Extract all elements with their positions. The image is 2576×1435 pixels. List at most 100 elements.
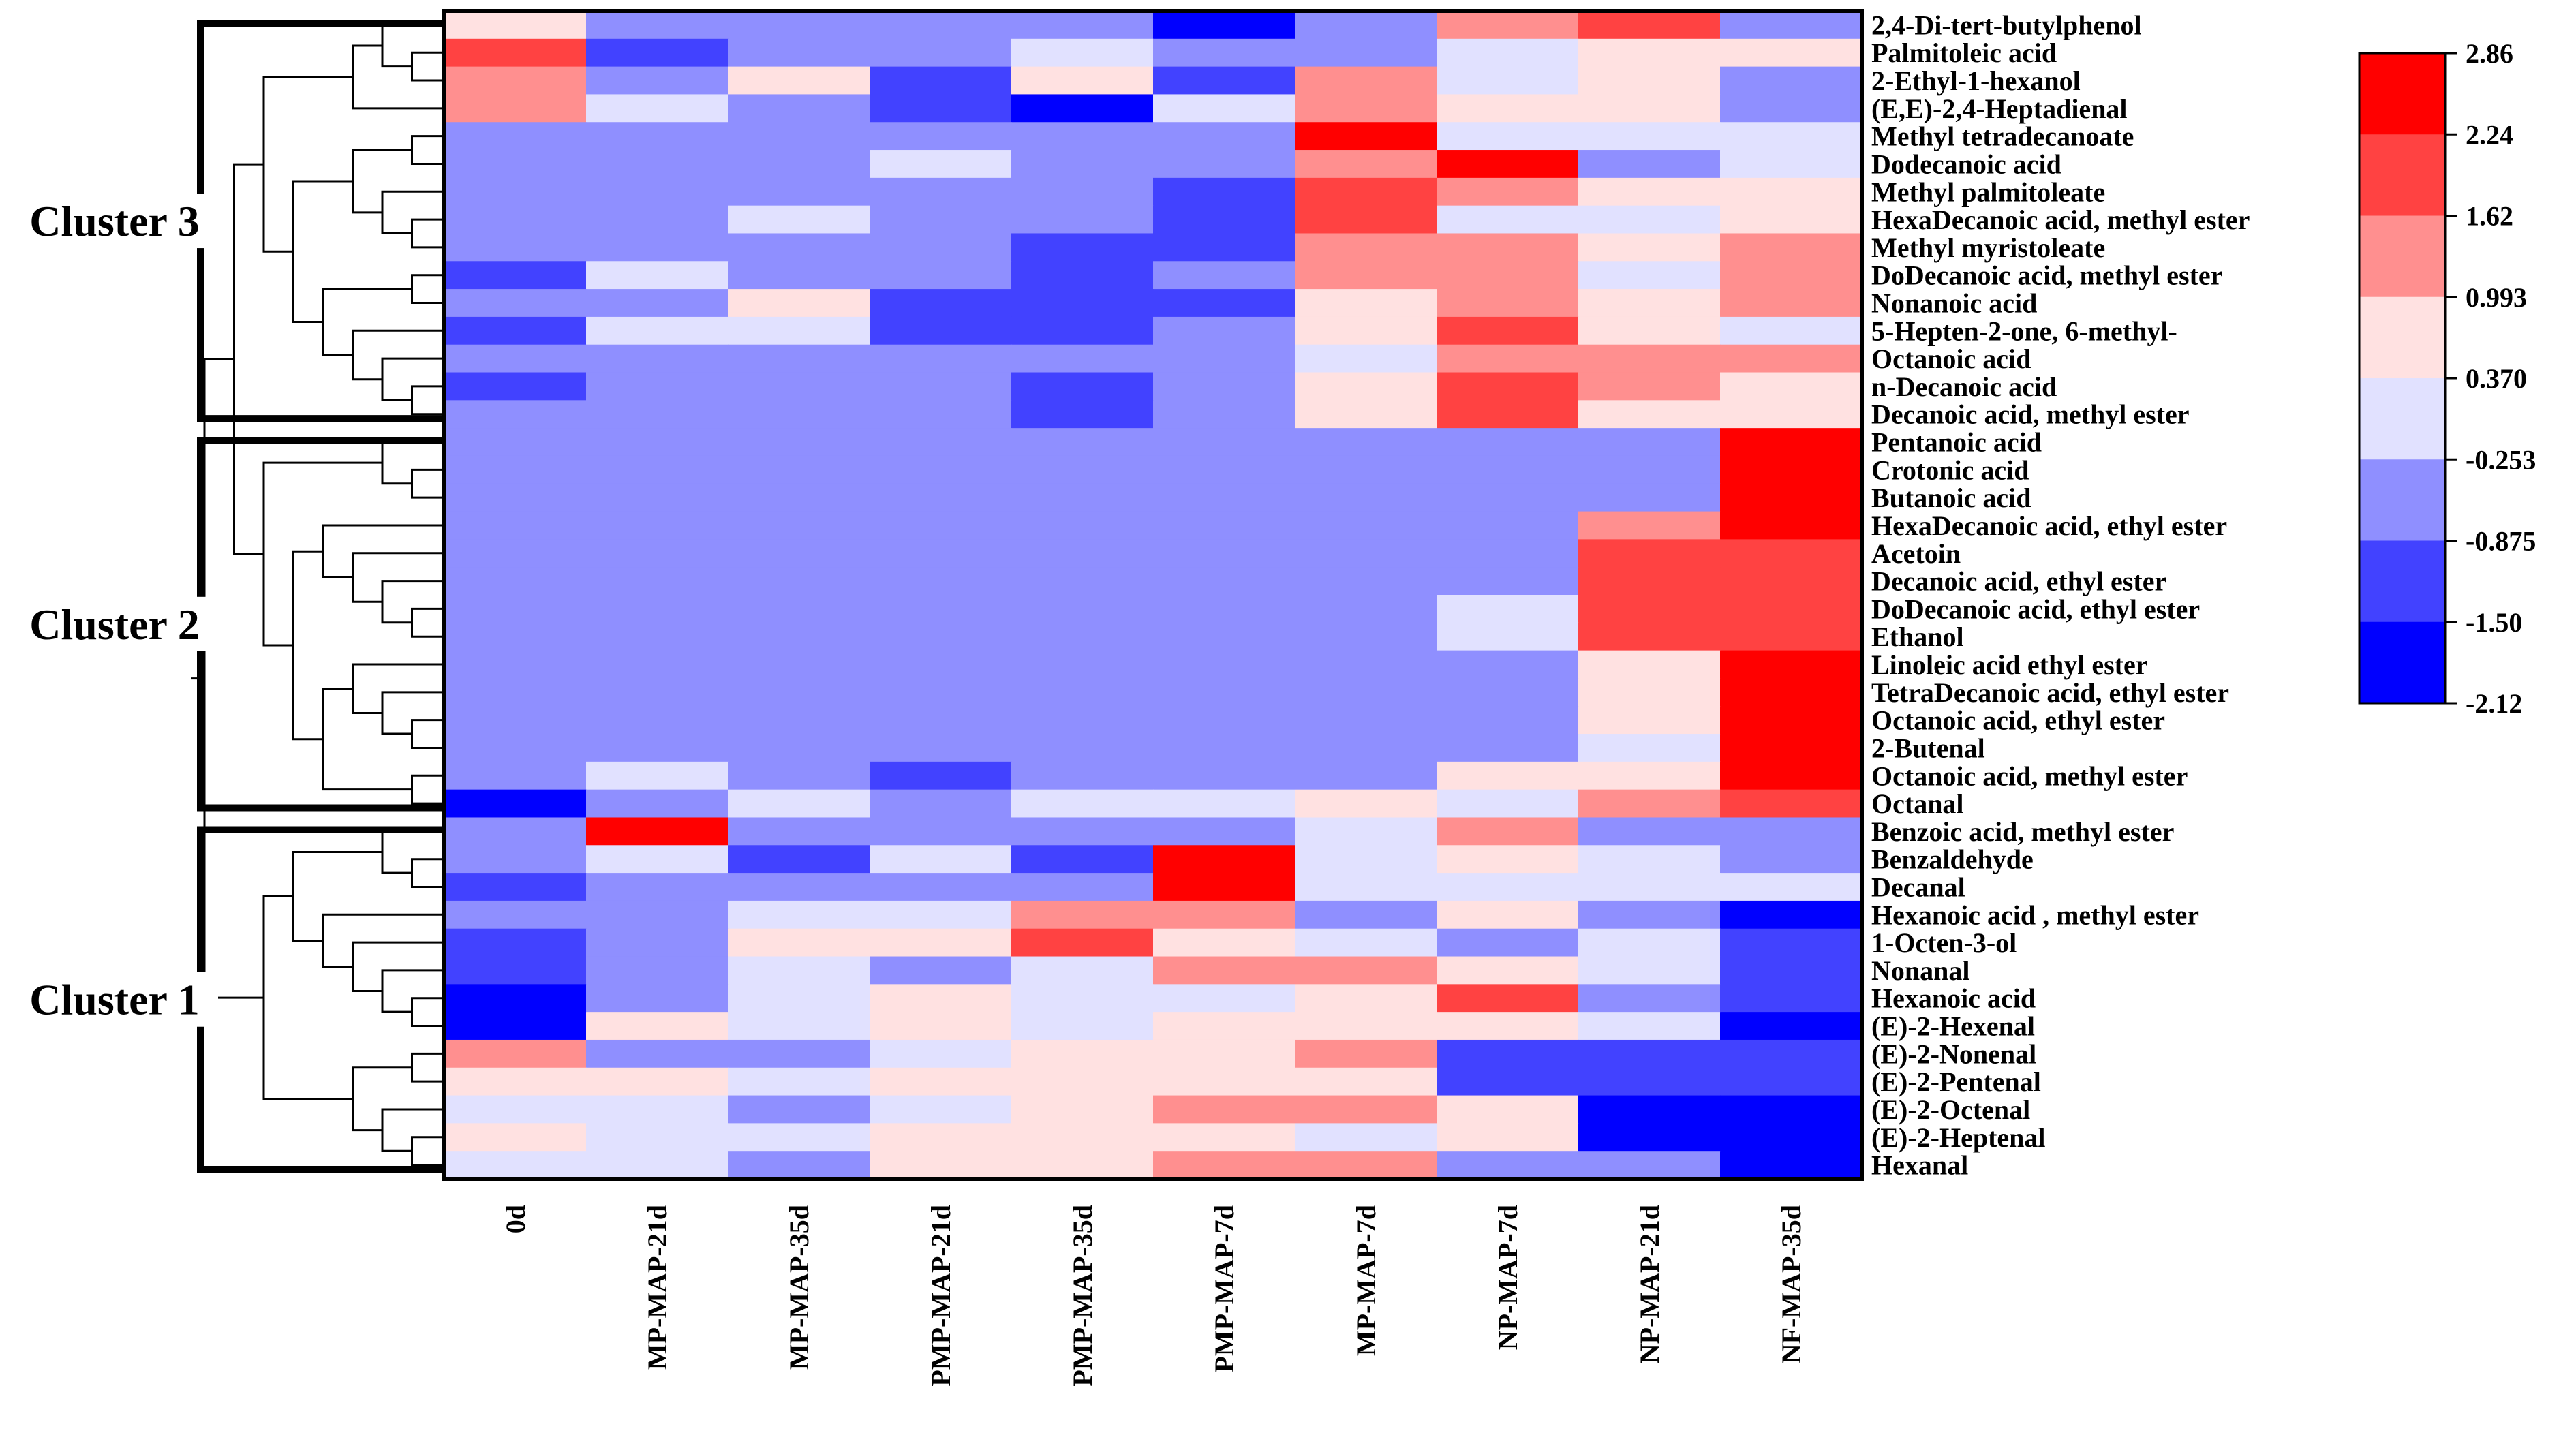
row-label: 2-Ethyl-1-hexanol: [1871, 65, 2081, 96]
heatmap-cell: [870, 289, 1012, 318]
heatmap-cell: [728, 66, 870, 95]
heatmap-cell: [870, 761, 1012, 790]
heatmap-cell: [870, 956, 1012, 985]
heatmap-cell: [1011, 94, 1154, 123]
heatmap-cell: [444, 11, 587, 40]
heatmap-cell: [1720, 678, 1862, 707]
heatmap-cell: [1153, 650, 1295, 679]
cluster-label: Cluster 2: [29, 600, 199, 649]
row-label: Benzoic acid, methyl ester: [1871, 816, 2174, 847]
heatmap-cell: [1578, 1039, 1721, 1068]
heatmap-cell: [586, 706, 729, 735]
heatmap-cell: [1011, 289, 1154, 318]
heatmap-cell: [1153, 66, 1295, 95]
heatmap-cell: [870, 706, 1012, 735]
heatmap-cell: [1295, 94, 1437, 123]
heatmap-cell: [870, 1039, 1012, 1068]
heatmap-cell: [728, 94, 870, 123]
heatmap-cell: [728, 984, 870, 1013]
heatmap-cell: [1437, 706, 1579, 735]
row-label: Decanoic acid, methyl ester: [1871, 399, 2190, 430]
heatmap-cell: [586, 205, 729, 234]
heatmap-cell: [870, 845, 1012, 874]
heatmap-cell: [444, 1012, 587, 1040]
heatmap-cell: [1011, 817, 1154, 846]
row-label: Ethanol: [1871, 621, 1964, 652]
heatmap-cell: [1720, 372, 1862, 401]
heatmap-cell: [1437, 428, 1579, 457]
heatmap-cell: [586, 150, 729, 179]
row-label: Decanoic acid, ethyl ester: [1871, 566, 2166, 597]
heatmap-cell: [1295, 567, 1437, 596]
column-label: PMP-MAP-7d: [1209, 1205, 1240, 1373]
heatmap-cell: [870, 400, 1012, 429]
heatmap-cell: [1720, 1067, 1862, 1096]
heatmap-cell: [1011, 177, 1154, 206]
heatmap-cell: [1578, 1012, 1721, 1040]
heatmap-cell: [586, 1039, 729, 1068]
heatmap-cell: [1720, 789, 1862, 818]
heatmap-cell: [1437, 205, 1579, 234]
heatmap-cell: [1011, 1012, 1154, 1040]
heatmap-cell: [1720, 511, 1862, 540]
heatmap-cell: [1153, 706, 1295, 735]
dendrogram-branch: [262, 895, 353, 1100]
heatmap-cell: [728, 1123, 870, 1152]
heatmap-cell: [1437, 177, 1579, 206]
heatmap-cell: [1295, 761, 1437, 790]
heatmap-cell: [1720, 1012, 1862, 1040]
heatmap-cell: [1153, 11, 1295, 40]
heatmap-cell: [870, 734, 1012, 762]
cluster-bracket: [197, 826, 444, 1173]
column-label: MP-MAP-7d: [1351, 1205, 1381, 1356]
row-label: (E)-2-Octenal: [1871, 1094, 2030, 1125]
heatmap-cell: [1720, 94, 1862, 123]
heatmap-cell: [444, 817, 587, 846]
heatmap-cell: [586, 233, 729, 262]
heatmap-cell: [1011, 706, 1154, 735]
row-label: Methyl myristoleate: [1871, 232, 2105, 263]
heatmap-cell: [1011, 66, 1154, 95]
heatmap-cell: [1295, 956, 1437, 985]
row-label: Decanal: [1871, 872, 1965, 903]
heatmap-cell: [444, 984, 587, 1013]
heatmap-cell: [1720, 11, 1862, 40]
heatmap-cell: [444, 122, 587, 151]
heatmap-cell: [728, 845, 870, 874]
heatmap-cell: [870, 539, 1012, 568]
dendrogram-branch: [352, 663, 442, 714]
heatmap-cell: [728, 734, 870, 762]
row-label: Butanoic acid: [1871, 482, 2031, 513]
cluster-label-backing: [14, 972, 218, 1027]
heatmap-cell: [1295, 873, 1437, 901]
heatmap-cell: [1295, 261, 1437, 290]
heatmap-cell: [444, 845, 587, 874]
column-label: MP-MAP-35d: [784, 1205, 814, 1370]
heatmap-cell: [870, 928, 1012, 957]
row-label: (E)-2-Pentenal: [1871, 1066, 2041, 1097]
row-label: Octanal: [1871, 788, 1964, 819]
legend-swatch: [2359, 621, 2445, 704]
heatmap-cell: [1578, 539, 1721, 568]
heatmap-cell: [444, 289, 587, 318]
heatmap-cell: [1437, 956, 1579, 985]
heatmap-cell: [1011, 761, 1154, 790]
heatmap-cell: [1153, 233, 1295, 262]
heatmap-cell: [1578, 928, 1721, 957]
row-label: (E)-2-Hexenal: [1871, 1011, 2035, 1042]
heatmap-cell: [1578, 316, 1721, 345]
heatmap-cell: [586, 261, 729, 290]
legend-tick-label: 2.86: [2466, 38, 2513, 69]
heatmap-cells: [444, 11, 1862, 1179]
heatmap-cell: [728, 1067, 870, 1096]
heatmap-cell: [444, 233, 587, 262]
heatmap-cell: [586, 984, 729, 1013]
heatmap-cell: [1011, 984, 1154, 1013]
heatmap-cell: [1011, 1067, 1154, 1096]
row-label: 1-Octen-3-ol: [1871, 927, 2017, 958]
dendrogram-branch: [352, 44, 442, 110]
row-label: Hexanal: [1871, 1150, 1968, 1181]
heatmap-cell: [586, 94, 729, 123]
heatmap-cell: [728, 11, 870, 40]
heatmap-cell: [728, 150, 870, 179]
